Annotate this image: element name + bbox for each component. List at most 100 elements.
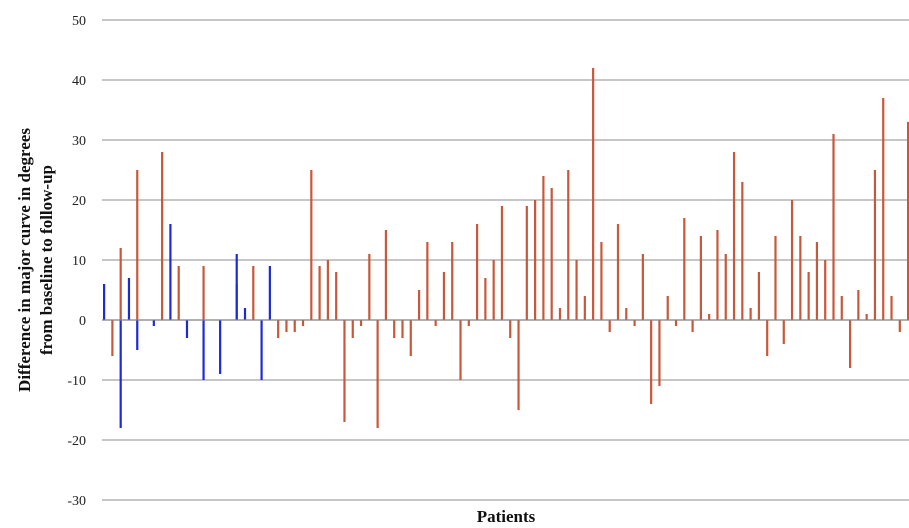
bar-series-2-24 [301, 320, 305, 326]
bar-series-1-12 [202, 320, 205, 380]
y-tick-label: 50 [72, 14, 86, 29]
y-axis-title-line-1: Difference in major curve in degrees [15, 128, 34, 392]
bar-series-2-83 [790, 200, 794, 320]
bar-series-1-4 [136, 320, 139, 350]
bar-series-2-39 [426, 242, 429, 320]
bar-series-1-0 [103, 284, 106, 320]
bar-series-2-28 [335, 272, 338, 320]
bar-series-1-20 [268, 266, 271, 320]
bar-series-2-55 [558, 308, 562, 320]
bar-series-2-96 [898, 320, 901, 332]
bar-series-2-47 [492, 260, 495, 320]
bar-series-2-44 [467, 320, 470, 326]
bar-series-2-48 [500, 206, 504, 320]
bar-series-2-25 [310, 170, 313, 320]
bar-series-2-33 [376, 320, 379, 428]
bar-series-2-2 [119, 248, 122, 320]
y-tick-label: 0 [79, 314, 86, 329]
bar-series-2-71 [691, 320, 694, 332]
y-tick-label: -20 [67, 434, 86, 449]
bar-series-2-58 [583, 296, 586, 320]
bar-series-2-69 [674, 320, 678, 326]
bar-series-2-46 [484, 278, 487, 320]
bar-series-2-63 [625, 308, 628, 320]
y-tick-label: 40 [72, 74, 86, 89]
y-axis-title-line-2: from baseline to follow-up [37, 165, 56, 355]
bar-series-2-79 [757, 272, 761, 320]
bar-series-2-70 [683, 218, 686, 320]
bar-series-2-93 [873, 170, 877, 320]
bar-series-2-85 [807, 272, 810, 320]
bar-series-2-81 [774, 236, 777, 320]
bar-series-2-36 [401, 320, 404, 338]
bar-series-2-18 [252, 266, 255, 320]
bar-series-2-68 [666, 296, 669, 320]
bar-series-2-97 [907, 122, 909, 320]
bar-series-2-37 [409, 320, 412, 356]
bar-series-2-87 [824, 260, 827, 320]
bar-series-2-59 [592, 68, 595, 320]
x-axis-title: Patients [477, 507, 536, 526]
bar-series-2-95 [890, 296, 893, 320]
bar-series-2-4 [136, 170, 139, 320]
bar-series-2-78 [749, 308, 752, 320]
bar-series-2-86 [815, 242, 819, 320]
y-tick-label: 20 [72, 194, 86, 209]
bar-series-1-16 [235, 254, 238, 320]
y-tick-labels: 50 40 30 20 10 0 -10 -20 -30 [67, 14, 86, 509]
bar-series-1-19 [260, 320, 263, 380]
bar-series-2-12 [202, 266, 205, 320]
bar-series-2-88 [832, 134, 835, 320]
y-tick-label: 10 [72, 254, 86, 269]
bar-series-2-80 [766, 320, 769, 356]
bar-series-1-17 [243, 308, 247, 320]
y-axis-title: Difference in major curve in degrees fro… [15, 128, 56, 392]
bar-series-2-38 [417, 290, 421, 320]
bar-series-1-3 [127, 278, 131, 320]
bar-series-2-67 [658, 320, 661, 386]
bar-series-2-74 [716, 230, 719, 320]
bar-series-1-10 [185, 320, 189, 338]
bar-series-2-32 [368, 254, 371, 320]
bar-series-2-75 [724, 254, 727, 320]
bar-series-1-8 [169, 224, 172, 320]
y-tick-label: -10 [67, 374, 86, 389]
bar-series-2-43 [459, 320, 462, 380]
bar-series-2-35 [393, 320, 396, 338]
bar-series-2-26 [318, 266, 321, 320]
bar-series-2-54 [550, 188, 553, 320]
bar-series-2-57 [575, 260, 578, 320]
bar-series-2-31 [359, 320, 363, 326]
bar-series-2-41 [442, 272, 446, 320]
bar-series-2-82 [782, 320, 785, 344]
bar-series-2-42 [451, 242, 454, 320]
bar-series-2-66 [650, 320, 653, 404]
bar-series-2-45 [475, 224, 479, 320]
bar-series-1-14 [219, 320, 222, 374]
bar-series-2-60 [600, 242, 603, 320]
bar-series-1-2 [119, 320, 122, 428]
bar-series-2-29 [343, 320, 346, 422]
bar-series-2-64 [633, 320, 636, 326]
bar-series-2-65 [641, 254, 644, 320]
bar-series-2-90 [848, 320, 852, 368]
bar-series-1-6 [152, 320, 155, 326]
bar-series-2-30 [351, 320, 354, 338]
bar-series-2-51 [525, 206, 528, 320]
bar-series-2-34 [384, 230, 388, 320]
bar-series-2-77 [741, 182, 744, 320]
y-tick-label: -30 [67, 494, 86, 509]
bar-series-2-9 [177, 266, 180, 320]
bar-series-2-40 [434, 320, 437, 326]
bar-series-2-56 [567, 170, 570, 320]
bar-series-2-22 [285, 320, 288, 332]
bar-series-2-89 [840, 296, 843, 320]
bar-series-2-62 [616, 224, 620, 320]
bar-series-2-73 [708, 314, 711, 320]
bar-series-2-53 [542, 176, 545, 320]
bar-series-2-91 [857, 290, 860, 320]
bar-series-2-84 [799, 236, 802, 320]
bar-series-2-23 [293, 320, 296, 332]
gridlines [102, 19, 909, 501]
